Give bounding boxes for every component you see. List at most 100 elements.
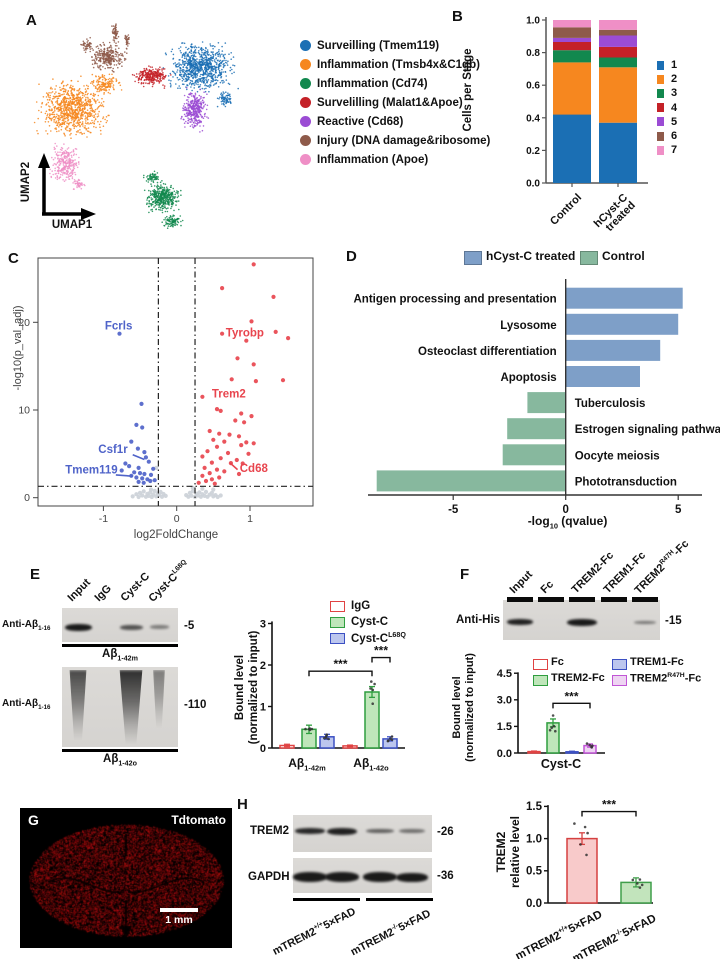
svg-text:Apoptosis: Apoptosis (500, 372, 556, 384)
pulldown-legend: IgG Cyst-C Cyst-CL68Q (330, 598, 406, 646)
qvalue-axis-label: -log10 (qvalue) (527, 514, 608, 531)
legend-swatch-icon (300, 154, 311, 165)
trem2-level-axis-label: TREM2 relative level (494, 815, 523, 889)
blot-underline (62, 749, 178, 752)
legend-item-label: Injury (DNA damage&ribosome) (317, 134, 491, 147)
blot-caption: Aβ1-42m (102, 648, 138, 663)
legend-item: 3 (657, 86, 677, 100)
legend-item-label: 3 (671, 87, 678, 100)
pathway-bar (376, 470, 566, 492)
svg-text:1: 1 (260, 701, 266, 713)
blot-band (363, 872, 397, 882)
mw-marker: -5 (184, 620, 195, 632)
stack-segment (553, 50, 591, 63)
blot-band (149, 625, 169, 629)
umap2-axis-label: UMAP2 (20, 161, 32, 203)
lane-label: Input (507, 568, 536, 596)
svg-text:Estrogen signaling pathway: Estrogen signaling pathway (575, 424, 720, 436)
svg-text:1.5: 1.5 (497, 721, 512, 733)
blot-band (325, 872, 359, 882)
volcano-plot: -1 0 101020log2FoldChangeFcrlsTyrobpTrem2C… (18, 257, 314, 541)
svg-text:0.0: 0.0 (526, 898, 542, 910)
svg-text:Antigen processing and present: Antigen processing and presentation (353, 294, 556, 306)
panel-h-label: H (237, 796, 248, 813)
volcano-down-points (117, 331, 157, 485)
lane-label: Cyst-C (118, 570, 153, 604)
legend-item: 7 (657, 143, 677, 157)
svg-text:0.8: 0.8 (526, 48, 540, 59)
lane-label: Cyst-CL68Q (146, 558, 189, 605)
stack-segment (599, 67, 637, 123)
antibody-label: Anti-His (456, 614, 501, 626)
legend-swatch-icon (300, 78, 311, 89)
umap-cluster-surveilling-malat1-apoe (131, 65, 172, 89)
stack-segment (553, 114, 591, 183)
mw-marker: -36 (437, 870, 454, 882)
legend-item-label: TREM2-Fc (551, 672, 605, 684)
svg-text:1.5: 1.5 (526, 801, 543, 813)
legend-swatch-icon (464, 251, 482, 265)
stack-segment (599, 35, 637, 47)
svg-text:Osteoclast differentiation: Osteoclast differentiation (418, 346, 557, 358)
legend-item-label: Fc (551, 656, 564, 668)
legend-swatch-icon (580, 251, 598, 265)
legend-item: Inflammation (Tmsb4x&C1qb) (300, 55, 490, 74)
significance-stars: *** (564, 689, 578, 703)
svg-text:20: 20 (18, 317, 30, 329)
svg-text:0.0: 0.0 (497, 748, 512, 760)
lane-group-line (293, 898, 360, 901)
stack-segment (553, 27, 591, 38)
significance-stars: *** (374, 644, 388, 658)
pathway-bar (502, 444, 566, 466)
significance-stars: *** (602, 798, 616, 812)
legend-item-label: IgG (351, 600, 371, 612)
legend-item-label: Inflammation (Tmsb4x&C1qb) (317, 58, 480, 71)
group-label: Aβ1-42o (353, 756, 389, 773)
svg-text:-5: -5 (448, 504, 459, 516)
western-blot-oligomer (62, 667, 178, 747)
well-dash (507, 597, 533, 602)
well-dash (632, 597, 658, 602)
legend-item-label: Inflammation (Cd74) (317, 77, 428, 90)
legend-item-label: 2 (671, 73, 678, 86)
legend-item: Survelilling (Malat1&Apoe) (300, 93, 490, 112)
stack-segment (599, 20, 637, 30)
legend-swatch-icon (657, 145, 664, 155)
svg-text:Control: Control (548, 192, 584, 228)
svg-text:0: 0 (562, 504, 568, 516)
legend-item: Inflammation (Apoe) (300, 150, 490, 169)
mw-marker: -26 (437, 826, 454, 838)
blot-row-label: TREM2 (250, 825, 289, 837)
significance-stars: *** (333, 657, 347, 671)
pathway-bar-chart: Antigen processing and presentation Lysos… (353, 279, 720, 516)
svg-text:1.0: 1.0 (526, 16, 540, 27)
legend-item-label: Control (602, 249, 645, 263)
pathway-bar (507, 418, 566, 440)
mw-marker: -110 (184, 699, 207, 711)
stack-segment (599, 57, 637, 68)
gene-label-Trem2: Trem2 (212, 389, 246, 401)
volcano-up-points (196, 262, 291, 486)
fc-bound-bar-chart: 0.0 1.5 3.0 4.5 *** (497, 668, 605, 760)
stack-segment (553, 62, 591, 115)
gene-label-Tmem119: Tmem119 (65, 465, 117, 477)
svg-text:0.2: 0.2 (526, 146, 540, 157)
bound-level-axis-label: Bound level (normalized to input) (451, 653, 477, 762)
brain-section (20, 808, 232, 948)
scale-bar (160, 908, 198, 912)
genotype-group-label: mTREM2+/+5×FAD (270, 905, 358, 958)
blot-band (399, 829, 425, 833)
gene-label-Fcrls: Fcrls (105, 320, 133, 332)
legend-item-label: Reactive (Cd68) (317, 115, 404, 128)
stack-segment (599, 46, 637, 58)
legend-item: Reactive (Cd68) (300, 112, 490, 131)
lane-label: TREM2R47H-Fc (632, 537, 692, 597)
well-dash (538, 597, 564, 602)
legend-item-label: 4 (671, 101, 678, 114)
legend-item-label: 7 (671, 144, 678, 157)
legend-swatch-icon (533, 659, 548, 670)
blot-caption: Aβ1-42o (103, 753, 137, 768)
legend-swatch-icon (300, 116, 311, 127)
blot-band (396, 872, 428, 882)
svg-text:0.4: 0.4 (526, 113, 540, 124)
